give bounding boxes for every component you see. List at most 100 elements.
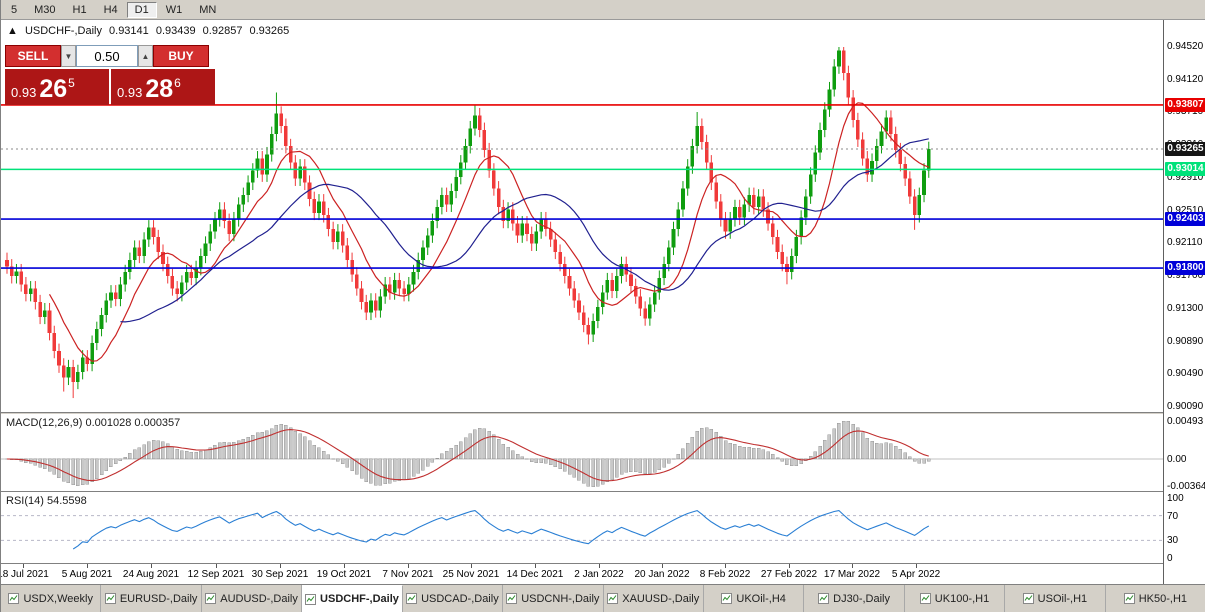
date-tick: [408, 564, 409, 568]
date-label: 19 Oct 2021: [316, 569, 372, 580]
chart-icon: [818, 593, 830, 604]
symbol-tab-label: USDCAD-,Daily: [421, 592, 499, 605]
macd-indicator-panel[interactable]: MACD(12,26,9) 0.001028 0.000357: [1, 415, 1163, 491]
chart-icon: [205, 593, 217, 604]
timeframe-button[interactable]: H4: [103, 3, 118, 16]
symbol-tab-label: USDX,Weekly: [23, 592, 93, 605]
symbol-tab[interactable]: USDCAD-,Daily: [403, 585, 504, 612]
symbol-tab[interactable]: USDX,Weekly: [1, 585, 102, 612]
price-chart-panel[interactable]: ▲ USDCHF-,Daily 0.93141 0.93439 0.92857 …: [1, 20, 1163, 412]
date-tick: [852, 564, 853, 568]
symbol-tab[interactable]: USDCHF-,Daily: [302, 585, 403, 612]
lot-size-input[interactable]: [76, 45, 138, 67]
ohlc-low: 0.92857: [202, 25, 243, 37]
timeframe-button[interactable]: 5: [11, 3, 18, 16]
sell-price-display[interactable]: 0.93 26 5: [5, 69, 109, 105]
symbol-tab[interactable]: AUDUSD-,Daily: [202, 585, 303, 612]
panel-splitter[interactable]: [1, 491, 1205, 493]
sell-price-main: 0.93: [11, 85, 37, 100]
timeframe-button[interactable]: M30: [34, 3, 56, 16]
chart-ohlc-header: ▲ USDCHF-,Daily 0.93141 0.93439 0.92857 …: [7, 25, 293, 37]
lot-decrement-icon[interactable]: ▼: [61, 45, 76, 67]
symbol-tab-label: USDCNH-,Daily: [521, 592, 600, 605]
chart-icon: [8, 593, 20, 604]
panel-splitter[interactable]: [1, 412, 1205, 415]
symbol-tab-label: USDCHF-,Daily: [320, 593, 399, 605]
sell-price-big-digits: 26: [39, 75, 68, 103]
symbol-tab[interactable]: XAUUSD-,Daily: [604, 585, 704, 612]
timeframe-button[interactable]: W1: [165, 3, 183, 16]
date-tick: [916, 564, 917, 568]
date-label: 27 Feb 2022: [760, 569, 818, 580]
symbol-tab[interactable]: DJ30-,Daily: [804, 585, 905, 612]
buy-price-display[interactable]: 0.93 28 6: [111, 69, 215, 105]
buy-price-big-digits: 28: [145, 75, 174, 103]
price-axis-label: -0.00364: [1167, 481, 1205, 492]
date-label: 5 Apr 2022: [891, 569, 941, 580]
hline-price-badge: 0.91800: [1165, 261, 1205, 276]
one-click-trade-widget: SELL ▼ ▲ BUY 0.93 26 5 0.93 28 6: [5, 45, 215, 105]
symbol-tab-label: HK50-,H1: [1138, 592, 1187, 605]
price-axis-label: 0.94520: [1167, 41, 1204, 52]
price-axis-label: 0.91700: [1167, 270, 1204, 282]
price-axis-label: 70: [1167, 510, 1179, 522]
ohlc-close: 0.93265: [249, 25, 290, 37]
date-tick: [662, 564, 663, 568]
sell-price-pip-digit: 5: [68, 76, 75, 90]
buy-price-main: 0.93: [117, 85, 143, 100]
chart-icon: [406, 593, 418, 604]
price-up-arrow-icon: ▲: [7, 25, 18, 37]
candlestick-chart[interactable]: [1, 20, 1163, 412]
date-label: 17 Mar 2022: [823, 569, 881, 580]
symbol-tab[interactable]: UK100-,H1: [905, 585, 1006, 612]
chart-icon: [506, 593, 518, 604]
sell-button[interactable]: SELL: [5, 45, 61, 67]
date-axis[interactable]: 18 Jul 2021 5 Aug 2021 24 Aug 2021 12 Sep 2…: [1, 563, 1163, 584]
timeframe-button[interactable]: H1: [72, 3, 87, 16]
chart-icon: [1022, 593, 1034, 604]
chart-icon: [305, 593, 317, 605]
macd-chart: [1, 420, 1163, 488]
date-label: 20 Jan 2022: [634, 569, 690, 580]
timeframe-button[interactable]: D1: [126, 1, 157, 18]
chart-icon: [607, 593, 619, 604]
symbol-tab-label: DJ30-,Daily: [833, 592, 891, 605]
price-axis[interactable]: 0.945200.941200.937100.933100.929100.925…: [1163, 20, 1205, 584]
symbol-tab[interactable]: EURUSD-,Daily: [101, 585, 202, 612]
price-axis-label: 0: [1167, 552, 1173, 564]
price-axis-label: 30: [1167, 535, 1179, 547]
price-axis-label: 0.93710: [1167, 106, 1204, 118]
chart-tab-bar: USDX,Weekly EURUSD-,Daily AUDUSD-,Daily USD…: [1, 584, 1205, 612]
rsi-indicator-panel[interactable]: RSI(14) 54.5598: [1, 493, 1163, 563]
symbol-tab[interactable]: UKOil-,H4: [704, 585, 805, 612]
symbol-tab[interactable]: USOil-,H1: [1005, 585, 1106, 612]
symbol-tab[interactable]: USDCNH-,Daily: [503, 585, 604, 612]
chart-symbol: USDCHF-,Daily: [24, 25, 102, 37]
price-axis-label: 0.00493: [1167, 416, 1204, 427]
date-tick: [216, 564, 217, 568]
ohlc-high: 0.93439: [155, 25, 196, 37]
ohlc-open: 0.93141: [109, 25, 149, 37]
rsi-chart: [1, 510, 1163, 550]
symbol-tab[interactable]: HK50-,H1: [1106, 585, 1205, 612]
date-tick: [471, 564, 472, 568]
lot-increment-icon[interactable]: ▲: [138, 45, 153, 67]
date-label: 18 Jul 2021: [0, 569, 49, 580]
buy-price-pip-digit: 6: [174, 76, 181, 90]
symbol-tab-label: XAUUSD-,Daily: [622, 592, 700, 605]
hline-price-badge: 0.93807: [1165, 97, 1205, 112]
buy-button[interactable]: BUY: [153, 45, 209, 67]
timeframe-button[interactable]: MN: [199, 3, 217, 16]
date-tick: [87, 564, 88, 568]
timeframe-toolbar: 5 M30 H1 H4 D1 W1 MN: [1, 0, 1205, 20]
date-tick: [151, 564, 152, 568]
symbol-tab-label: AUDUSD-,Daily: [220, 592, 298, 605]
current-price-badge: 0.93265: [1165, 141, 1205, 156]
date-label: 12 Sep 2021: [187, 569, 245, 580]
date-label: 5 Aug 2021: [61, 569, 113, 580]
price-axis-label: 0.92910: [1167, 171, 1204, 183]
price-axis-label: 0.90490: [1167, 368, 1204, 380]
price-axis-label: 0.94120: [1167, 73, 1204, 85]
price-axis-label: 0.91300: [1167, 302, 1204, 314]
